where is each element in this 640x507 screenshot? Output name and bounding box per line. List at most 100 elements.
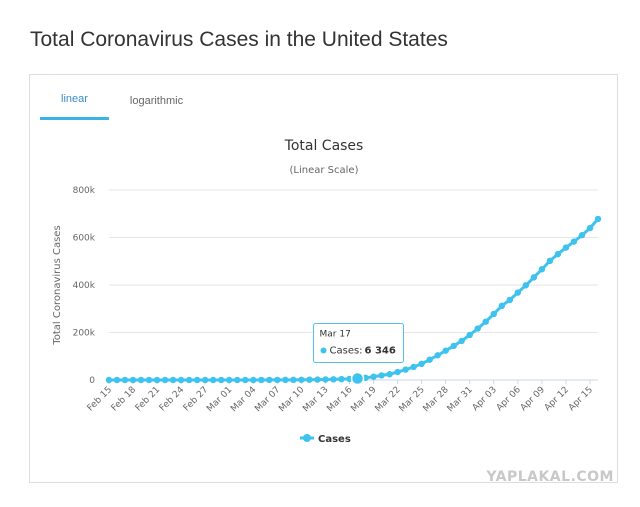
chart-subtitle: (Linear Scale) xyxy=(290,165,359,176)
data-point[interactable] xyxy=(514,289,522,296)
data-point[interactable] xyxy=(394,368,401,376)
data-point[interactable] xyxy=(458,337,465,345)
data-point[interactable] xyxy=(218,376,225,384)
data-point[interactable] xyxy=(266,376,273,384)
data-point[interactable] xyxy=(137,376,145,384)
data-point[interactable] xyxy=(234,376,241,384)
data-point[interactable] xyxy=(113,376,121,384)
data-point[interactable] xyxy=(177,376,185,384)
data-point[interactable] xyxy=(274,376,281,384)
data-point[interactable] xyxy=(442,347,449,354)
data-point[interactable] xyxy=(498,302,506,310)
data-point[interactable] xyxy=(562,244,570,251)
data-point[interactable] xyxy=(290,376,297,384)
y-axis-ticks: 0 200k 400k 600k 800k xyxy=(73,186,96,386)
y-tick-label: 0 xyxy=(89,376,95,386)
y-tick-label: 600k xyxy=(73,234,96,244)
data-point[interactable] xyxy=(482,318,489,325)
x-tick-label: Mar 31 xyxy=(446,385,475,414)
watermark: YAPLAKAL.COM xyxy=(486,469,614,485)
tooltip: Mar 17 Cases: 6 346 xyxy=(313,322,405,363)
data-point[interactable] xyxy=(474,325,481,332)
x-tick-label: Feb 15 xyxy=(86,385,114,413)
x-tick-label: Mar 28 xyxy=(422,385,451,414)
data-point[interactable] xyxy=(538,266,546,273)
data-point[interactable] xyxy=(330,376,337,383)
y-tick-label: 400k xyxy=(73,281,96,291)
x-tick-label: Mar 19 xyxy=(349,385,378,414)
tooltip-label: Cases: xyxy=(330,345,363,356)
x-tick-label: Apr 09 xyxy=(519,385,547,413)
tab-logarithmic[interactable]: logarithmic xyxy=(129,95,184,107)
x-tick-label: Mar 13 xyxy=(301,385,330,414)
data-point[interactable] xyxy=(554,250,562,258)
data-point[interactable] xyxy=(506,296,514,304)
tooltip-box xyxy=(313,322,405,363)
data-point[interactable] xyxy=(466,331,473,339)
data-point[interactable] xyxy=(314,376,321,383)
data-point[interactable] xyxy=(161,376,169,384)
y-tick-label: 200k xyxy=(73,329,96,339)
data-point[interactable] xyxy=(193,376,201,384)
legend[interactable]: Cases xyxy=(300,434,351,445)
data-point[interactable] xyxy=(490,310,497,318)
data-point[interactable] xyxy=(153,376,161,384)
data-point[interactable] xyxy=(594,215,602,223)
data-point[interactable] xyxy=(121,376,129,384)
data-point[interactable] xyxy=(169,376,177,384)
data-point[interactable] xyxy=(298,376,305,383)
data-point[interactable] xyxy=(402,366,409,373)
data-point[interactable] xyxy=(242,376,249,384)
tooltip-value: 6 346 xyxy=(365,345,396,356)
data-point[interactable] xyxy=(586,224,594,232)
data-point[interactable] xyxy=(145,376,153,384)
y-axis-title: Total Coronavirus Cases xyxy=(52,225,63,345)
series-cases xyxy=(105,215,602,386)
data-point[interactable] xyxy=(250,376,257,384)
y-tick-label: 800k xyxy=(73,186,96,196)
scale-tabs: linear logarithmic xyxy=(40,75,204,120)
data-point[interactable] xyxy=(338,375,345,383)
data-point[interactable] xyxy=(418,360,425,367)
page-title: Total Coronavirus Cases in the United St… xyxy=(30,28,448,51)
x-tick-label: Mar 22 xyxy=(374,385,403,414)
data-point[interactable] xyxy=(410,363,417,371)
x-tick-label: Mar 25 xyxy=(398,385,427,414)
data-point[interactable] xyxy=(450,342,457,350)
x-tick-label: Mar 07 xyxy=(253,385,282,414)
data-point[interactable] xyxy=(282,376,289,384)
tooltip-marker xyxy=(320,347,327,354)
hover-point[interactable] xyxy=(350,371,365,386)
x-tick-label: Feb 18 xyxy=(110,385,139,414)
data-point[interactable] xyxy=(522,282,530,289)
x-tick-label: Feb 24 xyxy=(158,385,187,414)
data-point[interactable] xyxy=(306,376,313,383)
data-point[interactable] xyxy=(370,373,377,380)
data-point[interactable] xyxy=(578,231,586,239)
data-point[interactable] xyxy=(322,376,329,383)
data-point[interactable] xyxy=(201,376,209,384)
x-tick-label: Apr 12 xyxy=(543,385,571,413)
x-tick-label: Apr 03 xyxy=(471,385,499,413)
data-point[interactable] xyxy=(258,376,265,384)
data-point[interactable] xyxy=(378,372,385,379)
data-point[interactable] xyxy=(570,238,578,245)
data-point[interactable] xyxy=(434,352,441,359)
data-point[interactable] xyxy=(546,257,554,265)
data-point[interactable] xyxy=(185,376,193,384)
x-tick-label: Apr 15 xyxy=(567,385,595,413)
x-tick-label: Mar 04 xyxy=(229,385,258,414)
tab-linear[interactable]: linear xyxy=(40,75,109,120)
data-point[interactable] xyxy=(426,356,433,363)
x-tick-label: Apr 06 xyxy=(495,385,523,413)
data-point[interactable] xyxy=(105,376,113,384)
data-point[interactable] xyxy=(210,376,217,384)
data-point[interactable] xyxy=(226,376,233,384)
data-point[interactable] xyxy=(530,274,538,281)
legend-marker-icon xyxy=(303,434,311,442)
x-tick-label: Mar 16 xyxy=(325,385,354,414)
data-point[interactable] xyxy=(129,376,137,384)
data-point[interactable] xyxy=(386,371,393,378)
legend-label-cases: Cases xyxy=(318,434,351,445)
